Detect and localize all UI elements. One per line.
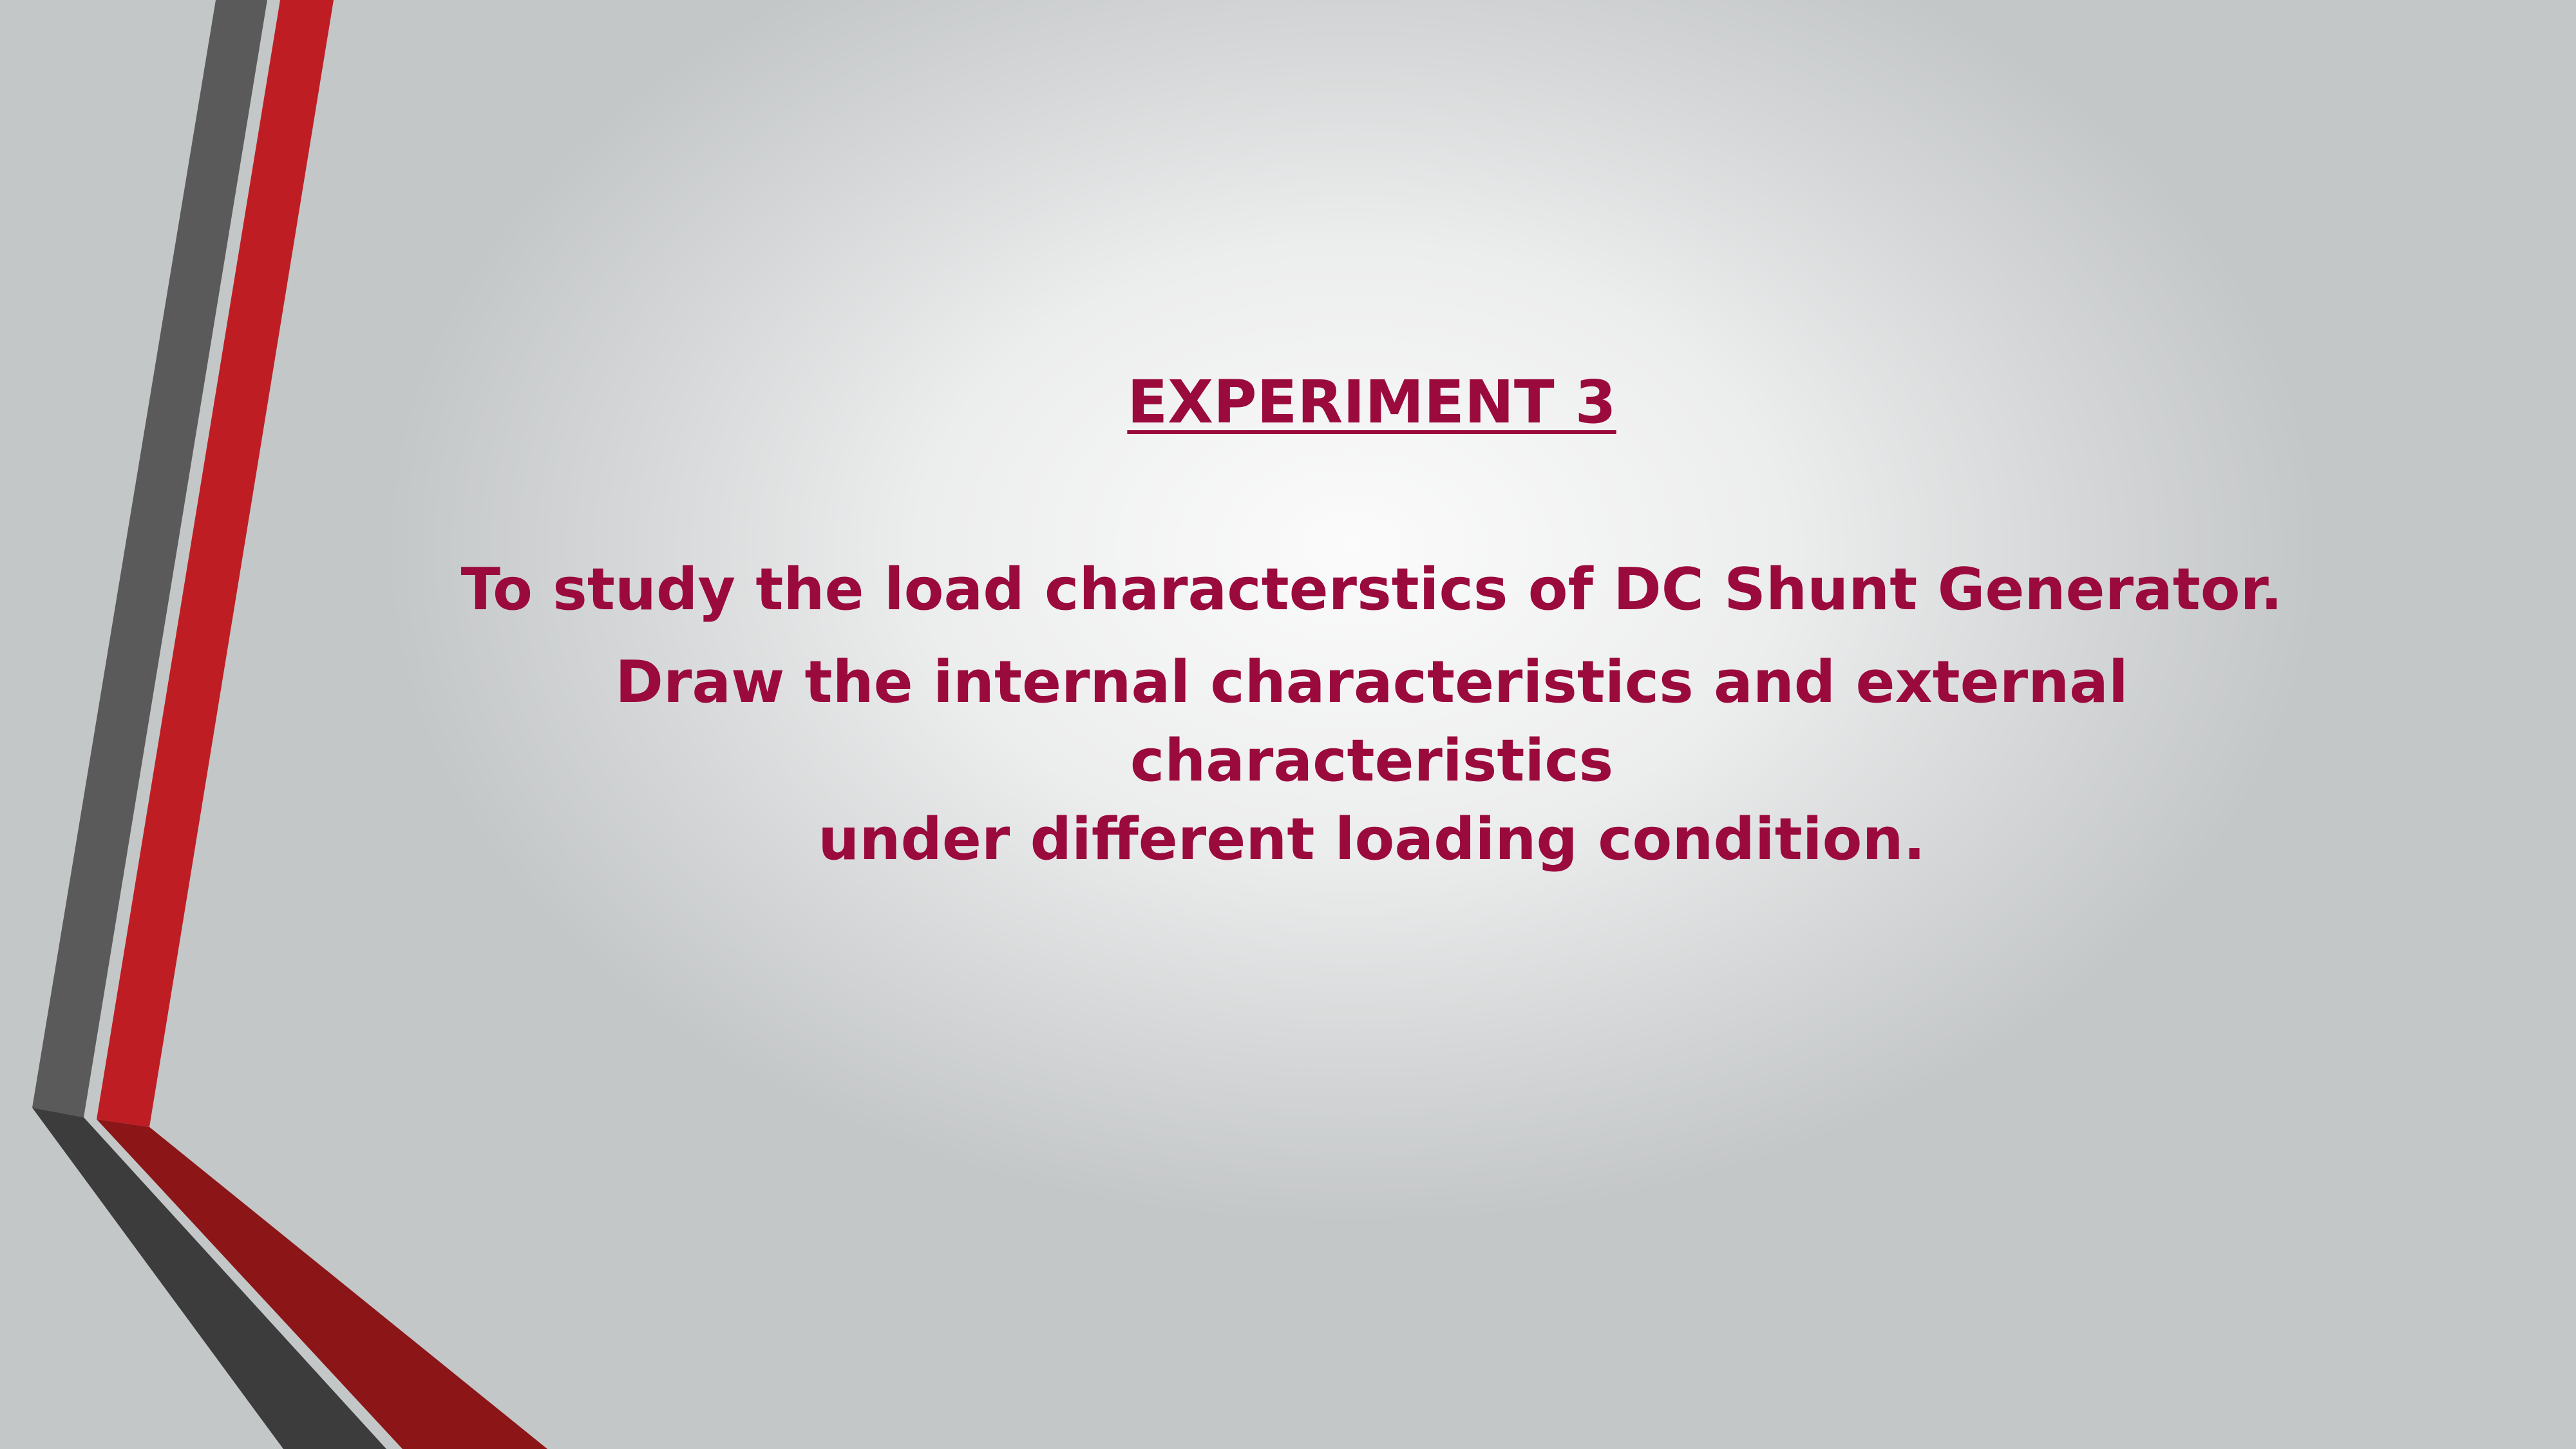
slide-title: EXPERIMENT 3: [1127, 368, 1616, 437]
red-stripe-vertical: [97, 0, 334, 1127]
objective-line-2a: Draw the internal characteristics and ex…: [615, 649, 2128, 795]
objective-line-1: To study the load characterstics of DC S…: [460, 556, 2283, 623]
objective-line-2b: under different loading condition.: [818, 806, 1926, 873]
paragraph-gap: [386, 629, 2357, 643]
gray-stripe-diagonal: [32, 1108, 386, 1449]
red-stripe-diagonal: [97, 1119, 547, 1449]
slide-body: To study the load characterstics of DC S…: [386, 551, 2357, 879]
gray-stripe-vertical: [32, 0, 267, 1117]
